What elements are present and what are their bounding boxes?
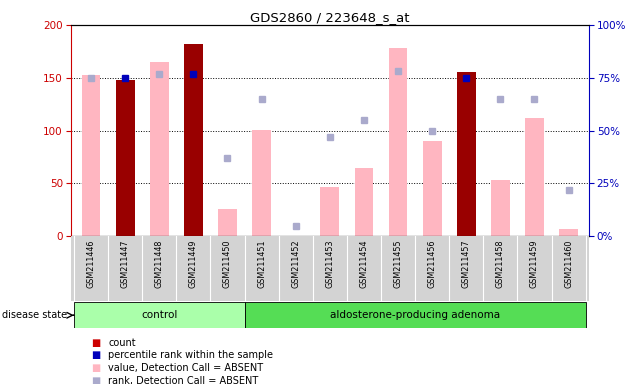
Bar: [74, 302, 244, 328]
Text: GSM211460: GSM211460: [564, 240, 573, 288]
Text: GSM211452: GSM211452: [291, 240, 300, 288]
Text: GSM211456: GSM211456: [428, 240, 437, 288]
Text: GSM211446: GSM211446: [86, 240, 96, 288]
Text: GSM211453: GSM211453: [325, 240, 335, 288]
Text: disease state: disease state: [2, 310, 67, 320]
Text: GSM211448: GSM211448: [155, 240, 164, 288]
Text: value, Detection Call = ABSENT: value, Detection Call = ABSENT: [108, 363, 263, 373]
Bar: [491, 180, 510, 236]
Text: ■: ■: [91, 363, 101, 373]
Text: GSM211451: GSM211451: [257, 240, 266, 288]
Text: aldosterone-producing adenoma: aldosterone-producing adenoma: [330, 310, 500, 320]
Text: GSM211455: GSM211455: [394, 240, 403, 288]
Bar: [82, 74, 100, 236]
Bar: [218, 209, 237, 236]
Text: GSM211454: GSM211454: [360, 240, 369, 288]
Bar: [244, 302, 586, 328]
Bar: [457, 73, 476, 236]
Title: GDS2860 / 223648_s_at: GDS2860 / 223648_s_at: [250, 11, 410, 24]
Bar: [252, 129, 271, 236]
Bar: [525, 118, 544, 236]
Text: control: control: [141, 310, 178, 320]
Text: percentile rank within the sample: percentile rank within the sample: [108, 350, 273, 360]
Bar: [355, 167, 374, 236]
Text: rank, Detection Call = ABSENT: rank, Detection Call = ABSENT: [108, 376, 258, 384]
Text: ■: ■: [91, 350, 101, 360]
Bar: [150, 62, 169, 236]
Bar: [116, 80, 135, 236]
Text: GSM211459: GSM211459: [530, 240, 539, 288]
Text: GSM211458: GSM211458: [496, 240, 505, 288]
Text: ■: ■: [91, 338, 101, 348]
Text: ■: ■: [91, 376, 101, 384]
Text: GSM211457: GSM211457: [462, 240, 471, 288]
Bar: [389, 48, 408, 236]
Bar: [559, 229, 578, 236]
Bar: [423, 141, 442, 236]
Text: count: count: [108, 338, 136, 348]
Bar: [184, 44, 203, 236]
Bar: [321, 187, 339, 236]
Text: GSM211450: GSM211450: [223, 240, 232, 288]
Text: GSM211449: GSM211449: [189, 240, 198, 288]
Text: GSM211447: GSM211447: [120, 240, 130, 288]
